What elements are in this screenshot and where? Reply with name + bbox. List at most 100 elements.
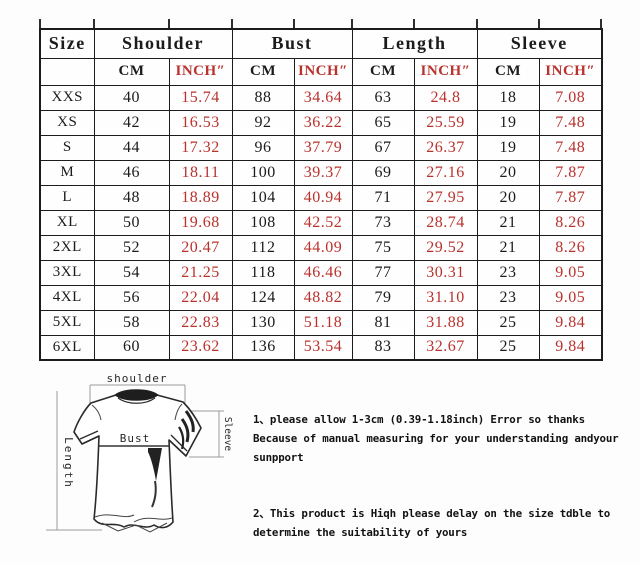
inch-value-cell: 42.52 xyxy=(293,209,353,236)
table-group-header-row: Size Shoulder Bust Length Sleeve xyxy=(39,28,603,59)
crop-tick xyxy=(231,19,233,28)
size-cell: S xyxy=(39,134,95,161)
unit-header-cm: CM xyxy=(351,57,415,86)
cm-value-cell: 75 xyxy=(351,234,415,261)
inch-value-cell: 36.22 xyxy=(293,109,353,136)
unit-header-inch: INCH″ xyxy=(538,57,603,86)
cm-value-cell: 50 xyxy=(93,209,170,236)
cm-value-cell: 52 xyxy=(93,234,170,261)
cm-value-cell: 67 xyxy=(351,134,415,161)
inch-value-cell: 29.52 xyxy=(413,234,478,261)
inch-value-cell: 17.32 xyxy=(168,134,233,161)
cuff-lines xyxy=(79,430,188,457)
hem-wrinkles xyxy=(91,403,183,533)
size-cell: 2XL xyxy=(39,234,95,261)
cm-value-cell: 92 xyxy=(231,109,295,136)
crop-tick xyxy=(600,19,602,28)
sleeve-label: Sleeve xyxy=(222,417,233,452)
inch-value-cell: 37.79 xyxy=(293,134,353,161)
table-row: XS 42 16.53 92 36.22 65 25.59 19 7.48 xyxy=(39,109,603,136)
crop-tick xyxy=(39,19,41,28)
cm-value-cell: 81 xyxy=(351,309,415,336)
cm-value-cell: 48 xyxy=(93,184,170,211)
inch-value-cell: 7.87 xyxy=(538,184,603,211)
inch-value-cell: 40.94 xyxy=(293,184,353,211)
cm-value-cell: 79 xyxy=(351,284,415,311)
cm-value-cell: 20 xyxy=(476,184,540,211)
size-cell: XL xyxy=(39,209,95,236)
inch-value-cell: 22.04 xyxy=(168,284,233,311)
collar-inner-line xyxy=(117,397,156,404)
cm-value-cell: 108 xyxy=(231,209,295,236)
cm-value-cell: 44 xyxy=(93,134,170,161)
cm-value-cell: 69 xyxy=(351,159,415,186)
unit-header-inch: INCH″ xyxy=(293,57,353,86)
size-cell: 4XL xyxy=(39,284,95,311)
inch-value-cell: 27.95 xyxy=(413,184,478,211)
table-row: 2XL 52 20.47 112 44.09 75 29.52 21 8.26 xyxy=(39,234,603,261)
cm-value-cell: 124 xyxy=(231,284,295,311)
cm-value-cell: 21 xyxy=(476,234,540,261)
crop-tick xyxy=(168,19,170,28)
size-table: Size Shoulder Bust Length Sleeve CM INCH… xyxy=(39,28,604,361)
inch-value-cell: 24.8 xyxy=(413,84,478,111)
inch-value-cell: 34.64 xyxy=(293,84,353,111)
cm-value-cell: 60 xyxy=(93,334,170,361)
cm-value-cell: 88 xyxy=(231,84,295,111)
cm-value-cell: 25 xyxy=(476,334,540,361)
table-row: 6XL 60 23.62 136 53.54 83 32.67 25 9.84 xyxy=(39,334,603,361)
inch-value-cell: 44.09 xyxy=(293,234,353,261)
column-header-shoulder: Shoulder xyxy=(93,28,233,59)
crop-tick xyxy=(413,19,415,28)
crop-tick xyxy=(538,19,540,28)
inch-value-cell: 25.59 xyxy=(413,109,478,136)
inch-value-cell: 39.37 xyxy=(293,159,353,186)
tshirt-diagram: shoulder Length Bust Sleeve xyxy=(46,372,233,533)
table-row: S 44 17.32 96 37.79 67 26.37 19 7.48 xyxy=(39,134,603,161)
unit-header-cm: CM xyxy=(476,57,540,86)
table-row: L 48 18.89 104 40.94 71 27.95 20 7.87 xyxy=(39,184,603,211)
inch-value-cell: 28.74 xyxy=(413,209,478,236)
inch-value-cell: 23.62 xyxy=(168,334,233,361)
column-header-size: Size xyxy=(39,28,95,59)
column-header-sleeve: Sleeve xyxy=(476,28,603,59)
size-cell: 3XL xyxy=(39,259,95,286)
cm-value-cell: 56 xyxy=(93,284,170,311)
cm-value-cell: 40 xyxy=(93,84,170,111)
bust-label: Bust xyxy=(120,432,151,445)
inch-value-cell: 7.87 xyxy=(538,159,603,186)
unit-header-inch: INCH″ xyxy=(168,57,233,86)
tshirt-outline xyxy=(73,389,202,529)
cm-value-cell: 46 xyxy=(93,159,170,186)
inch-value-cell: 48.82 xyxy=(293,284,353,311)
unit-header-cm: CM xyxy=(93,57,170,86)
table-row: 4XL 56 22.04 124 48.82 79 31.10 23 9.05 xyxy=(39,284,603,311)
note-measuring-error: 1、please allow 1-3cm (0.39-1.18inch) Err… xyxy=(253,413,619,464)
inch-value-cell: 18.89 xyxy=(168,184,233,211)
inch-value-cell: 31.10 xyxy=(413,284,478,311)
inch-value-cell: 46.46 xyxy=(293,259,353,286)
size-cell: 6XL xyxy=(39,334,95,361)
column-header-length: Length xyxy=(351,28,478,59)
cm-value-cell: 100 xyxy=(231,159,295,186)
table-row: XXS 40 15.74 88 34.64 63 24.8 18 7.08 xyxy=(39,84,603,111)
cm-value-cell: 42 xyxy=(93,109,170,136)
cm-value-cell: 71 xyxy=(351,184,415,211)
cm-value-cell: 54 xyxy=(93,259,170,286)
chest-shading-streak xyxy=(151,480,157,508)
table-unit-header-row: CM INCH″ CM INCH″ CM INCH″ CM INCH″ xyxy=(39,57,603,86)
cm-value-cell: 23 xyxy=(476,284,540,311)
unit-header-inch: INCH″ xyxy=(413,57,478,86)
cm-value-cell: 63 xyxy=(351,84,415,111)
length-label: Length xyxy=(62,437,75,489)
cm-value-cell: 73 xyxy=(351,209,415,236)
table-row: XL 50 19.68 108 42.52 73 28.74 21 8.26 xyxy=(39,209,603,236)
crop-tick xyxy=(293,19,295,28)
size-table-body: XXS 40 15.74 88 34.64 63 24.8 18 7.08 XS 42 16.53 92… xyxy=(39,84,603,361)
size-cell: 5XL xyxy=(39,309,95,336)
cm-value-cell: 18 xyxy=(476,84,540,111)
cm-value-cell: 25 xyxy=(476,309,540,336)
inch-value-cell: 7.48 xyxy=(538,134,603,161)
cm-value-cell: 112 xyxy=(231,234,295,261)
